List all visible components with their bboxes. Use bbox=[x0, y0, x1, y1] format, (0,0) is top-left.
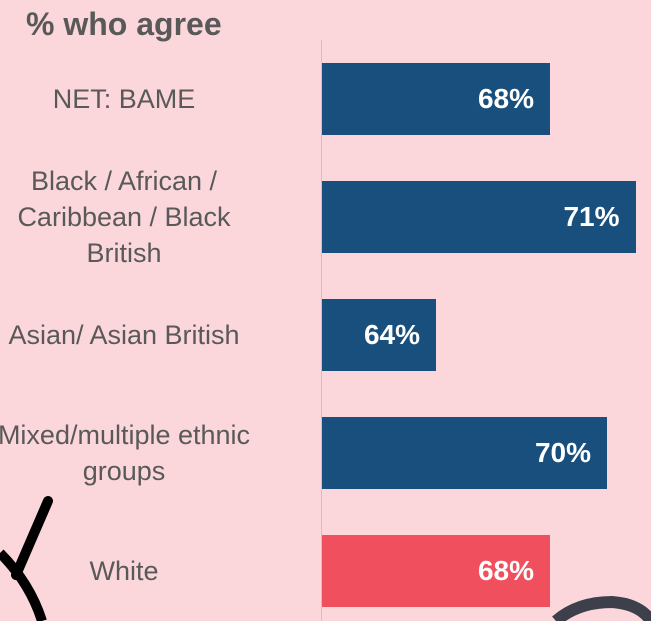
category-label: White bbox=[89, 556, 159, 586]
category-label: Mixed/multiple ethnic groups bbox=[0, 420, 251, 486]
bar-value-label: 68% bbox=[477, 555, 534, 586]
category-label: Black / African / Caribbean / Black Brit… bbox=[17, 166, 231, 268]
category-axis-line bbox=[321, 40, 322, 621]
bar-value-label: 68% bbox=[477, 83, 534, 114]
category-label: NET: BAME bbox=[52, 84, 196, 114]
category-label: Asian/ Asian British bbox=[8, 320, 240, 350]
bar-value-label: 64% bbox=[363, 319, 420, 350]
decorative-stroke-graphic bbox=[0, 496, 53, 621]
decorative-ring-graphic bbox=[552, 596, 651, 621]
bar: 70% bbox=[322, 417, 607, 489]
bar: 71% bbox=[322, 181, 636, 253]
bar-value-label: 70% bbox=[534, 437, 591, 468]
bar: 68% bbox=[322, 535, 550, 607]
bar-value-label: 71% bbox=[563, 201, 620, 232]
chart-title: % who agree bbox=[26, 6, 222, 42]
bar: 64% bbox=[322, 299, 436, 371]
bar: 68% bbox=[322, 63, 550, 135]
